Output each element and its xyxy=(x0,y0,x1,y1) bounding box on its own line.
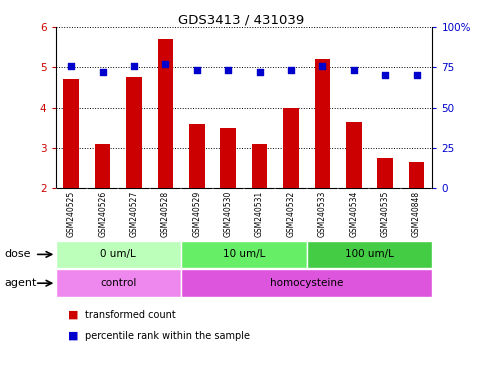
Point xyxy=(193,67,201,73)
Text: dose: dose xyxy=(5,249,31,260)
Point xyxy=(68,63,75,69)
Bar xyxy=(63,79,79,188)
Text: GSM240529: GSM240529 xyxy=(192,191,201,237)
Bar xyxy=(56,270,181,297)
Point xyxy=(287,67,295,73)
Point xyxy=(161,61,170,67)
Bar xyxy=(189,124,205,188)
Text: control: control xyxy=(100,278,137,288)
Text: ■: ■ xyxy=(68,331,78,341)
Text: GSM240532: GSM240532 xyxy=(286,191,296,237)
Point xyxy=(99,69,107,75)
Text: 10 um/L: 10 um/L xyxy=(223,249,265,260)
Text: GSM240534: GSM240534 xyxy=(349,191,358,237)
Point xyxy=(224,67,232,73)
Text: transformed count: transformed count xyxy=(85,310,175,320)
Point xyxy=(350,67,357,73)
Bar xyxy=(377,158,393,188)
Text: GSM240530: GSM240530 xyxy=(224,191,233,237)
Bar xyxy=(346,122,362,188)
Bar xyxy=(283,108,299,188)
Text: GSM240528: GSM240528 xyxy=(161,191,170,237)
Bar xyxy=(181,270,432,297)
Text: percentile rank within the sample: percentile rank within the sample xyxy=(85,331,250,341)
Bar xyxy=(307,240,432,268)
Text: ■: ■ xyxy=(68,310,78,320)
Bar xyxy=(220,127,236,188)
Point xyxy=(412,72,420,78)
Bar xyxy=(126,77,142,188)
Point xyxy=(382,72,389,78)
Bar xyxy=(409,162,425,188)
Text: GSM240848: GSM240848 xyxy=(412,191,421,237)
Text: 100 um/L: 100 um/L xyxy=(345,249,394,260)
Text: GSM240525: GSM240525 xyxy=(67,191,76,237)
Text: agent: agent xyxy=(5,278,37,288)
Text: GSM240526: GSM240526 xyxy=(98,191,107,237)
Bar xyxy=(181,240,307,268)
Bar xyxy=(314,59,330,188)
Point xyxy=(130,63,138,69)
Point xyxy=(256,69,264,75)
Bar xyxy=(157,39,173,188)
Text: GDS3413 / 431039: GDS3413 / 431039 xyxy=(178,13,305,26)
Bar xyxy=(252,144,268,188)
Bar xyxy=(56,240,181,268)
Text: GSM240527: GSM240527 xyxy=(129,191,139,237)
Text: GSM240533: GSM240533 xyxy=(318,191,327,237)
Text: homocysteine: homocysteine xyxy=(270,278,343,288)
Text: 0 um/L: 0 um/L xyxy=(100,249,136,260)
Text: GSM240531: GSM240531 xyxy=(255,191,264,237)
Point xyxy=(319,63,327,69)
Bar xyxy=(95,144,111,188)
Text: GSM240535: GSM240535 xyxy=(381,191,390,237)
